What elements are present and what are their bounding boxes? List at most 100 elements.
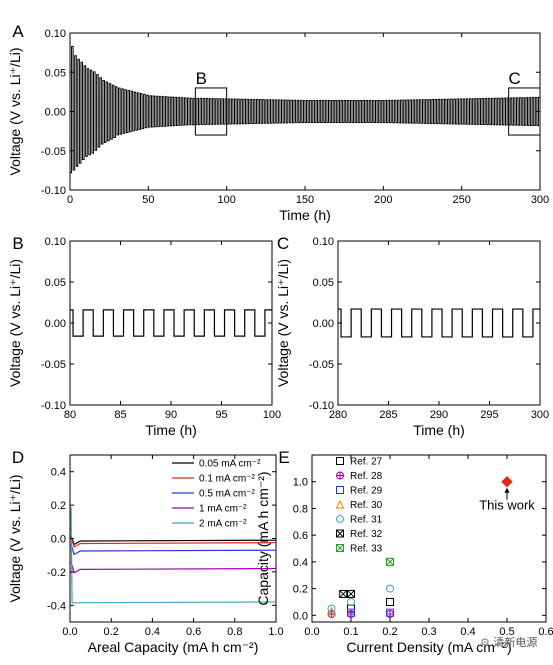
x-axis-label-A: Time (h) — [279, 207, 331, 223]
annotation-this-work: This work — [479, 498, 535, 513]
x-tick-label-B: 100 — [263, 409, 281, 421]
series-line-D-0 — [70, 535, 277, 546]
series-line-D-2 — [70, 544, 277, 556]
data-point-E-2-0 — [347, 608, 355, 617]
legend-entry-E-2: Ref. 29 — [350, 486, 383, 497]
y-tick-label-D: 0.4 — [51, 467, 66, 479]
x-tick-label-C: 290 — [430, 409, 448, 421]
legend-entry-E-0: Ref. 27 — [350, 457, 383, 468]
x-tick-label-E: 0.0 — [304, 626, 319, 638]
legend-entry-E-6: Ref. 33 — [350, 544, 383, 555]
watermark-text: 清新电源 — [493, 636, 538, 649]
plot-frame-C — [337, 240, 541, 406]
legend-entry-D-0: 0.05 mA cm⁻² — [199, 459, 261, 470]
y-tick-label-D: -0.2 — [47, 567, 66, 579]
x-tick-label-B: 95 — [215, 409, 227, 421]
x-tick-label-A: 250 — [452, 194, 470, 206]
series-line-D-1 — [70, 537, 277, 548]
y-tick-label-E: 0.2 — [293, 584, 308, 596]
x-tick-label-C: 280 — [329, 409, 347, 421]
series-line-D-3 — [70, 561, 277, 574]
y-axis-label-E: Capacity (mA h cm⁻²) — [255, 471, 271, 605]
legend-entry-E-1: Ref. 28 — [350, 471, 383, 482]
panel-label-C: C — [277, 234, 289, 253]
legend-entry-E-5: Ref. 32 — [350, 529, 383, 540]
x-tick-label-C: 285 — [379, 409, 397, 421]
x-tick-label-C: 295 — [480, 409, 498, 421]
legend-entry-E-4: Ref. 31 — [350, 515, 383, 526]
x-tick-label-E: 0.5 — [499, 626, 514, 638]
y-tick-label-A: -0.10 — [41, 185, 66, 197]
legend-entry-D-1: 0.1 mA cm⁻² — [199, 474, 256, 485]
zoom-box-label-B: B — [196, 69, 207, 88]
x-tick-label-D: 0.0 — [62, 626, 77, 638]
series-line-C — [338, 308, 540, 338]
x-tick-label-E: 0.4 — [460, 626, 475, 638]
y-tick-label-B: 0.00 — [45, 318, 66, 330]
x-axis-label-D: Areal Capacity (mA h cm⁻²) — [88, 639, 259, 655]
data-point-E-6-0-x — [386, 558, 394, 566]
y-axis-label-D: Voltage (V vs. Li⁺/Li) — [7, 474, 23, 602]
y-tick-label-A: 0.05 — [45, 67, 66, 79]
legend-marker-E-1-cross — [336, 472, 344, 479]
y-axis-label-A: Voltage (V vs. Li⁺/Li) — [7, 47, 23, 175]
panel-label-E: E — [278, 448, 289, 467]
zoom-box-label-C: C — [509, 69, 521, 88]
legend-marker-E-4 — [336, 515, 344, 523]
y-tick-label-C: 0.10 — [313, 236, 334, 248]
y-axis-label-C: Voltage (V vs. Li⁺/Li) — [275, 259, 291, 387]
legend-entry-E-3: Ref. 30 — [350, 500, 383, 511]
data-point-E-0-1 — [386, 597, 394, 606]
x-tick-label-A: 100 — [217, 194, 235, 206]
legend-marker-E-5-x — [336, 529, 344, 538]
x-tick-label-D: 0.4 — [145, 626, 160, 638]
x-axis-label-C: Time (h) — [413, 422, 465, 438]
x-tick-label-E: 0.6 — [538, 626, 553, 638]
panel-label-B: B — [12, 234, 23, 253]
data-point-E-5-0 — [339, 589, 348, 598]
legend-entry-D-2: 0.5 mA cm⁻² — [199, 489, 256, 500]
x-tick-label-A: 0 — [67, 194, 73, 206]
y-tick-label-A: 0.10 — [45, 28, 66, 40]
data-point-E-6-0 — [386, 557, 394, 566]
x-tick-label-B: 80 — [64, 409, 76, 421]
y-tick-label-C: -0.10 — [309, 400, 334, 412]
y-tick-label-B: 0.05 — [45, 277, 66, 289]
x-tick-label-E: 0.3 — [421, 626, 436, 638]
x-tick-label-A: 200 — [374, 194, 392, 206]
y-axis-label-B: Voltage (V vs. Li⁺/Li) — [7, 259, 23, 387]
x-tick-label-B: 90 — [165, 409, 177, 421]
data-point-E-5-1 — [347, 589, 355, 598]
y-tick-label-A: -0.05 — [41, 146, 66, 158]
y-tick-label-E: 0.6 — [293, 530, 308, 542]
data-point-E-7-0 — [501, 476, 513, 488]
data-point-E-5-1-x — [347, 590, 355, 598]
x-tick-label-E: 0.1 — [343, 626, 358, 638]
y-tick-label-B: -0.10 — [41, 400, 66, 412]
x-axis-label-B: Time (h) — [145, 422, 197, 438]
plot-frame-B — [69, 240, 273, 406]
y-tick-label-B: 0.10 — [45, 236, 66, 248]
annotation-arrow-head — [504, 487, 510, 493]
x-tick-label-D: 0.2 — [104, 626, 119, 638]
x-tick-label-B: 85 — [114, 409, 126, 421]
legend-entry-D-4: 2 mA cm⁻² — [199, 519, 247, 530]
y-tick-label-C: -0.05 — [309, 359, 334, 371]
series-line-A — [70, 45, 540, 174]
x-tick-label-C: 300 — [531, 409, 549, 421]
x-tick-label-D: 0.8 — [227, 626, 242, 638]
y-tick-label-C: 0.00 — [313, 318, 334, 330]
x-tick-label-E: 0.2 — [382, 626, 397, 638]
data-point-E-4-1 — [347, 597, 355, 606]
data-point-E-5-0-x — [339, 590, 348, 598]
y-tick-label-A: 0.00 — [45, 107, 66, 119]
x-tick-label-D: 1.0 — [268, 626, 283, 638]
legend-marker-E-5 — [336, 529, 344, 538]
y-tick-label-D: -0.4 — [47, 600, 66, 612]
x-tick-label-A: 300 — [531, 194, 549, 206]
data-point-E-4-0 — [327, 604, 336, 613]
legend-marker-E-6-x — [336, 544, 344, 552]
data-point-E-2-1 — [386, 608, 394, 617]
watermark: ⚙ 清新电源 — [480, 634, 537, 650]
